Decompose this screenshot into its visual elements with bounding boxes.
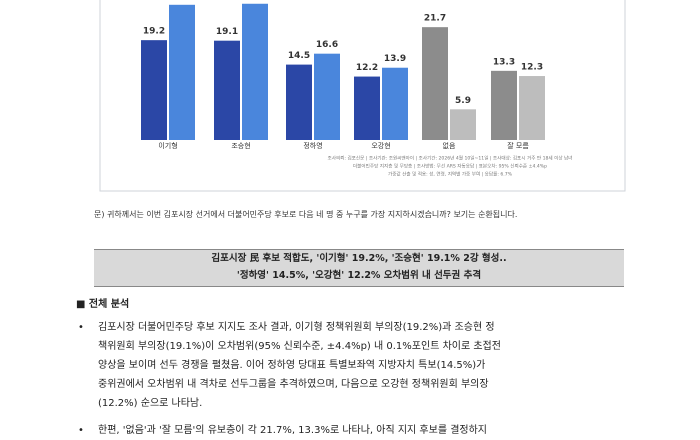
bar: [491, 70, 517, 140]
headline-box: 김포시장 民 후보 적합도, '이기형' 19.2%, '조승현' 19.1% …: [94, 249, 624, 287]
bullet: • 한편, '없음'과 '잘 모름'의 유보층이 각 21.7%, 13.3%로 …: [78, 421, 487, 440]
value-label: 19.1: [216, 27, 238, 37]
headline-line: '정하영' 14.5%, '오강현' 12.2% 오차범위 내 선두권 추격: [236, 270, 482, 281]
value-label: 12.3: [521, 63, 543, 73]
bar: [314, 53, 340, 140]
bar: [141, 40, 167, 140]
bar: [422, 27, 448, 140]
bullet: • 김포시장 더불어민주당 후보 지지도 조사 결과, 이기형 정책위원회 부의장…: [78, 318, 501, 413]
bar: [286, 64, 312, 140]
value-label: 13.9: [384, 54, 406, 64]
source-note: 조사의뢰: 김포신문 | 조사기관: 조원씨앤아이 | 조사기간: 2026년 …: [328, 155, 573, 162]
bullet-dot: •: [78, 425, 84, 436]
value-label: 19.2: [143, 27, 165, 37]
section-title: ■ 전체 분석: [76, 299, 130, 310]
source-note: 가중값 산출 및 적용: 성, 연령, 지역별 가중 부여 | 응답률: 6.7…: [388, 171, 513, 178]
bar: [242, 3, 268, 141]
bar: [169, 4, 195, 140]
bar: [382, 67, 408, 140]
question: 문) 귀하께서는 이번 김포시장 선거에서 더불어민주당 후보로 다음 네 명 …: [94, 210, 518, 219]
bullet-line: 책위원회 부의장(19.1%)이 오차범위(95% 신뢰수준, ±4.4%p) …: [98, 341, 501, 352]
value-label: 12.2: [356, 63, 378, 73]
value-label: 5.9: [455, 96, 471, 106]
chart: 이기형 19.2 조승현 19.1 정하영 14.5 16.6 오강현 12.2 13.9 없음 21…: [99, 0, 626, 192]
category-label: 조승현: [231, 142, 250, 150]
value-label: 13.3: [493, 57, 515, 67]
value-label: 16.6: [316, 40, 338, 50]
category-label: 이기형: [158, 141, 177, 150]
bullet-line: 김포시장 더불어민주당 후보 지지도 조사 결과, 이기형 정책위원회 부의장(…: [98, 322, 495, 333]
bullet-line: (12.2%) 순으로 나타남.: [98, 398, 203, 409]
category-label: 잘 모름: [507, 142, 529, 150]
headline-line: 김포시장 民 후보 적합도, '이기형' 19.2%, '조승현' 19.1% …: [211, 253, 507, 264]
bullet-line: 중위권에서 오차범위 내 격차로 선두그룹을 추격하였으며, 다음으로 오강현 …: [98, 379, 489, 390]
bar: [519, 76, 545, 140]
category-label: 오강현: [371, 141, 390, 150]
bullet-dot: •: [78, 322, 84, 333]
category-label: 정하영: [303, 141, 322, 150]
bar: [450, 109, 476, 140]
value-label: 14.5: [288, 51, 310, 61]
bullet-line: 양상을 보이며 선두 경쟁을 펼쳤음. 이어 정하영 당대표 특별보좌역 지방자…: [98, 360, 486, 371]
category-label: 없음: [443, 142, 456, 150]
source-note: 더불어민주당 지지층 및 무당층 | 조사방법: 무선 ARS 자동응답 | 표…: [353, 163, 547, 170]
bar: [354, 76, 380, 140]
bullet-line: 한편, '없음'과 '잘 모름'의 유보층이 각 21.7%, 13.3%로 나…: [98, 425, 488, 436]
value-label: 21.7: [424, 14, 446, 24]
bar: [214, 40, 240, 140]
